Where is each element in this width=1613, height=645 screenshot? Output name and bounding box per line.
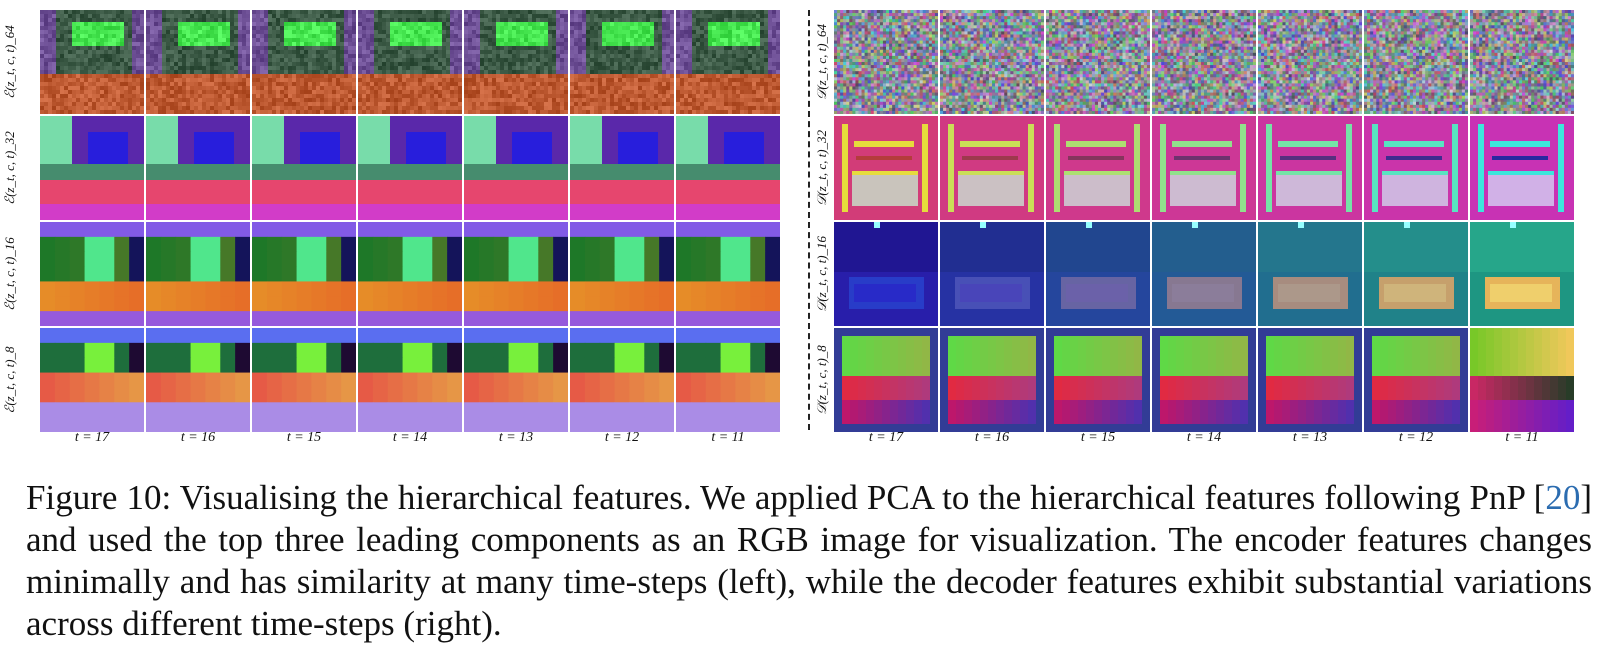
encoder-feature-map <box>40 222 144 326</box>
decoder-feature-map <box>1258 222 1362 326</box>
encoder-feature-map <box>252 328 356 432</box>
decoder-feature-map <box>1470 116 1574 220</box>
encoder-feature-map <box>358 116 462 220</box>
decoder-row-32 <box>834 116 1594 220</box>
decoder-feature-map <box>1470 222 1574 326</box>
decoder-row-16 <box>834 222 1594 326</box>
encoder-feature-map <box>146 116 250 220</box>
decoder-feature-map <box>1258 328 1362 432</box>
decoder-feature-map <box>940 222 1044 326</box>
timestep-label: t = 15 <box>1046 430 1150 446</box>
encoder-feature-map <box>676 222 780 326</box>
row-label-dec-64: 𝒟(z_t, c, t)_64 <box>812 10 832 114</box>
decoder-feature-map <box>1364 328 1468 432</box>
encoder-feature-map <box>676 328 780 432</box>
decoder-feature-map <box>1470 10 1574 114</box>
encoder-feature-map <box>40 10 144 114</box>
decoder-feature-map <box>1258 116 1362 220</box>
encoder-feature-map <box>676 116 780 220</box>
decoder-feature-map <box>1046 328 1150 432</box>
timestep-label: t = 12 <box>570 430 674 446</box>
decoder-timestep-labels: t = 17 t = 16 t = 15 t = 14 t = 13 t = 1… <box>834 430 1594 448</box>
encoder-feature-map <box>146 222 250 326</box>
encoder-feature-map <box>146 328 250 432</box>
encoder-feature-map <box>358 10 462 114</box>
decoder-row-8 <box>834 328 1594 432</box>
decoder-feature-map <box>834 10 938 114</box>
encoder-feature-map <box>40 116 144 220</box>
decoder-feature-map <box>834 222 938 326</box>
caption-label: Figure 10: <box>26 478 171 517</box>
decoder-feature-map <box>834 116 938 220</box>
timestep-label: t = 17 <box>834 430 938 446</box>
encoder-feature-map <box>676 10 780 114</box>
decoder-feature-map <box>1364 10 1468 114</box>
decoder-feature-map <box>1152 10 1256 114</box>
panel-divider <box>808 10 810 430</box>
decoder-feature-map <box>940 328 1044 432</box>
decoder-feature-map <box>1046 222 1150 326</box>
row-label-enc-32: ℰ(z_t, c, t)_32 <box>0 116 20 220</box>
figure-caption: Figure 10: Visualising the hierarchical … <box>26 477 1592 645</box>
encoder-feature-map <box>40 328 144 432</box>
encoder-feature-map <box>570 222 674 326</box>
timestep-label: t = 12 <box>1364 430 1468 446</box>
encoder-feature-map <box>570 328 674 432</box>
decoder-feature-map <box>940 10 1044 114</box>
decoder-feature-map <box>940 116 1044 220</box>
encoder-feature-map <box>358 222 462 326</box>
encoder-timestep-labels: t = 17 t = 16 t = 15 t = 14 t = 13 t = 1… <box>40 430 800 448</box>
encoder-feature-map <box>464 10 568 114</box>
row-label-dec-8: 𝒟(z_t, c, t)_8 <box>812 328 832 432</box>
encoder-feature-map <box>252 222 356 326</box>
figure-10: ℰ(z_t, c, t)_64 ℰ(z_t, c, t)_32 ℰ(z_t, c… <box>0 0 1613 452</box>
decoder-feature-map <box>834 328 938 432</box>
caption-text: Visualising the hierarchical features. W… <box>180 478 1546 517</box>
decoder-feature-map <box>1470 328 1574 432</box>
decoder-feature-map <box>1046 116 1150 220</box>
decoder-feature-map <box>1258 10 1362 114</box>
decoder-feature-map <box>1364 116 1468 220</box>
citation-link[interactable]: 20 <box>1545 478 1580 517</box>
timestep-label: t = 15 <box>252 430 356 446</box>
decoder-feature-map <box>1152 328 1256 432</box>
encoder-row-8 <box>40 328 800 432</box>
encoder-feature-map <box>358 328 462 432</box>
timestep-label: t = 14 <box>358 430 462 446</box>
timestep-label: t = 11 <box>1470 430 1574 446</box>
timestep-label: t = 13 <box>464 430 568 446</box>
encoder-feature-map <box>464 222 568 326</box>
row-label-dec-16: 𝒟(z_t, c, t)_16 <box>812 222 832 326</box>
encoder-feature-map <box>252 116 356 220</box>
decoder-feature-map <box>1152 116 1256 220</box>
timestep-label: t = 14 <box>1152 430 1256 446</box>
row-label-enc-16: ℰ(z_t, c, t)_16 <box>0 222 20 326</box>
timestep-label: t = 16 <box>940 430 1044 446</box>
encoder-feature-map <box>252 10 356 114</box>
timestep-label: t = 16 <box>146 430 250 446</box>
encoder-feature-map <box>464 328 568 432</box>
encoder-feature-map <box>570 10 674 114</box>
row-label-enc-64: ℰ(z_t, c, t)_64 <box>0 10 20 114</box>
decoder-feature-map <box>1152 222 1256 326</box>
decoder-row-64 <box>834 10 1594 114</box>
decoder-feature-map <box>1364 222 1468 326</box>
encoder-row-64 <box>40 10 800 114</box>
encoder-row-16 <box>40 222 800 326</box>
decoder-feature-map <box>1046 10 1150 114</box>
row-label-dec-32: 𝒟(z_t, c, t)_32 <box>812 116 832 220</box>
encoder-row-32 <box>40 116 800 220</box>
timestep-label: t = 11 <box>676 430 780 446</box>
encoder-feature-map <box>464 116 568 220</box>
timestep-label: t = 17 <box>40 430 144 446</box>
encoder-feature-map <box>570 116 674 220</box>
encoder-feature-map <box>146 10 250 114</box>
timestep-label: t = 13 <box>1258 430 1362 446</box>
row-label-enc-8: ℰ(z_t, c, t)_8 <box>0 328 20 432</box>
